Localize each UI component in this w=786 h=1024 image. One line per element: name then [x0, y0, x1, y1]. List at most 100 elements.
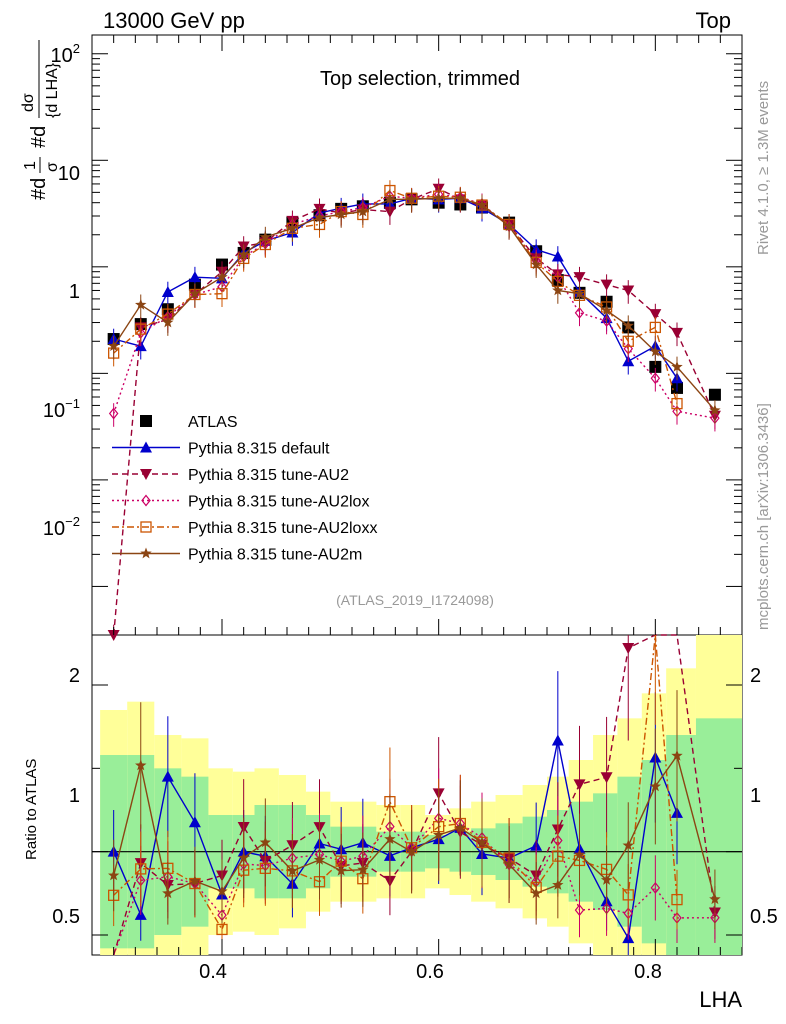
ratio-point	[574, 904, 585, 917]
data-point	[503, 220, 515, 232]
process-label: Top	[696, 8, 731, 33]
data-point	[108, 407, 119, 420]
data-point	[313, 211, 326, 223]
ratio-point	[622, 889, 634, 901]
data-point	[649, 309, 662, 321]
ratio-point	[162, 887, 174, 899]
mcplots-label: mcplots.cern.ch [arXiv:1306.3436]	[755, 403, 772, 630]
data-point	[650, 372, 661, 385]
ratio-point	[335, 864, 347, 876]
ratio-uncertainty-bands	[92, 635, 742, 955]
ratio-point	[671, 749, 683, 761]
ratio-point	[259, 836, 271, 848]
energy-label: 13000 GeV pp	[103, 8, 245, 33]
ratio-point	[216, 923, 228, 936]
series-mc-3	[108, 183, 720, 432]
ratio-tick-label-2-right: 2	[750, 665, 761, 687]
legend-entry: Pythia 8.315 tune-AU2m	[112, 547, 362, 564]
data-point	[622, 319, 634, 331]
x-tick-label-0.8: 0.8	[634, 961, 662, 983]
ratio-point	[530, 887, 542, 899]
top-series	[107, 178, 721, 641]
legend-label: Pythia 8.315 tune-AU2lox	[188, 494, 369, 511]
chart-title: Top selection, trimmed	[320, 68, 520, 90]
data-point	[454, 192, 466, 204]
data-point	[600, 279, 613, 291]
ratio-point	[600, 874, 613, 885]
ratio-point	[161, 770, 174, 782]
data-point	[649, 345, 661, 357]
band-inner-bin	[695, 718, 742, 955]
ratio-point	[671, 893, 683, 906]
ratio-point	[622, 839, 634, 851]
data-point	[259, 231, 271, 242]
legend-entry: Pythia 8.315 tune-AU2loxx	[112, 520, 377, 537]
ratio-point	[238, 851, 250, 863]
series-line	[113, 189, 678, 404]
x-tick-label-0.6: 0.6	[416, 961, 444, 983]
data-point	[622, 285, 635, 297]
ratio-point	[216, 885, 228, 897]
y-tick-label-10: 10	[58, 163, 80, 185]
data-point	[573, 272, 586, 284]
data-point	[238, 248, 250, 260]
x-tick-label-0.4: 0.4	[199, 961, 227, 983]
legend-label: Pythia 8.315 tune-AU2loxx	[188, 520, 377, 537]
data-point	[286, 222, 299, 234]
data-point	[708, 388, 721, 401]
y-tick-label-1: 1	[69, 281, 80, 303]
band-inner-bin	[666, 735, 696, 955]
data-point	[384, 193, 396, 205]
series-line	[113, 188, 716, 636]
legend-marker	[140, 469, 152, 480]
data-point	[552, 284, 564, 296]
ratio-point	[503, 858, 515, 870]
top-panel-frame	[91, 34, 743, 636]
data-point	[188, 271, 201, 283]
ratio-point	[286, 864, 299, 876]
legend-entry: Pythia 8.315 tune-AU2lox	[112, 494, 369, 511]
ratio-point	[313, 853, 326, 865]
data-point	[600, 304, 613, 316]
data-point	[161, 286, 174, 298]
svg-text:dσ: dσ	[20, 93, 37, 112]
ratio-point	[357, 863, 369, 875]
data-point	[671, 397, 683, 410]
ratio-tick-label-1-right: 1	[750, 785, 761, 807]
data-point	[335, 208, 347, 220]
x-axis-label: LHA	[699, 987, 742, 1012]
y-tick-label-0.01: 10−2	[43, 514, 80, 540]
analysis-id: (ATLAS_2019_I1724098)	[336, 592, 494, 608]
legend: ATLAS Pythia 8.315 default Pythia 8.315 tu…	[112, 414, 377, 564]
legend-entry: ATLAS	[140, 414, 238, 431]
ratio-point	[551, 734, 564, 746]
ratio-tick-label-2-left: 2	[69, 665, 80, 687]
ratio-point	[135, 863, 147, 875]
data-point	[649, 321, 661, 334]
legend-marker	[140, 521, 152, 533]
data-point	[108, 340, 120, 351]
svg-text:1: 1	[22, 161, 39, 170]
data-point	[476, 199, 488, 210]
ratio-point	[622, 642, 635, 654]
y-tick-label-0.1: 10−1	[43, 396, 80, 422]
data-point	[530, 258, 542, 270]
data-point	[216, 271, 228, 282]
series-line	[113, 193, 716, 419]
data-point	[574, 306, 585, 319]
legend-marker	[141, 494, 151, 507]
ratio-tick-label-1-left: 1	[69, 785, 80, 807]
data-point	[551, 250, 564, 262]
ratio-point	[405, 845, 418, 857]
ratio-tick-label-0.5-right: 0.5	[750, 906, 778, 928]
y-axis-label-top: #d 1 σ #d dσ {d LHA}	[20, 40, 61, 200]
ratio-point	[476, 836, 488, 848]
y-axis-label-ratio: Ratio to ATLAS	[23, 759, 40, 860]
ratio-tick-label-0.5-left: 0.5	[52, 906, 80, 928]
data-point	[107, 630, 120, 641]
ratio-point	[709, 893, 721, 905]
data-point	[189, 287, 201, 299]
data-point	[573, 287, 586, 299]
svg-text:σ: σ	[44, 162, 61, 172]
legend-marker	[140, 547, 152, 559]
